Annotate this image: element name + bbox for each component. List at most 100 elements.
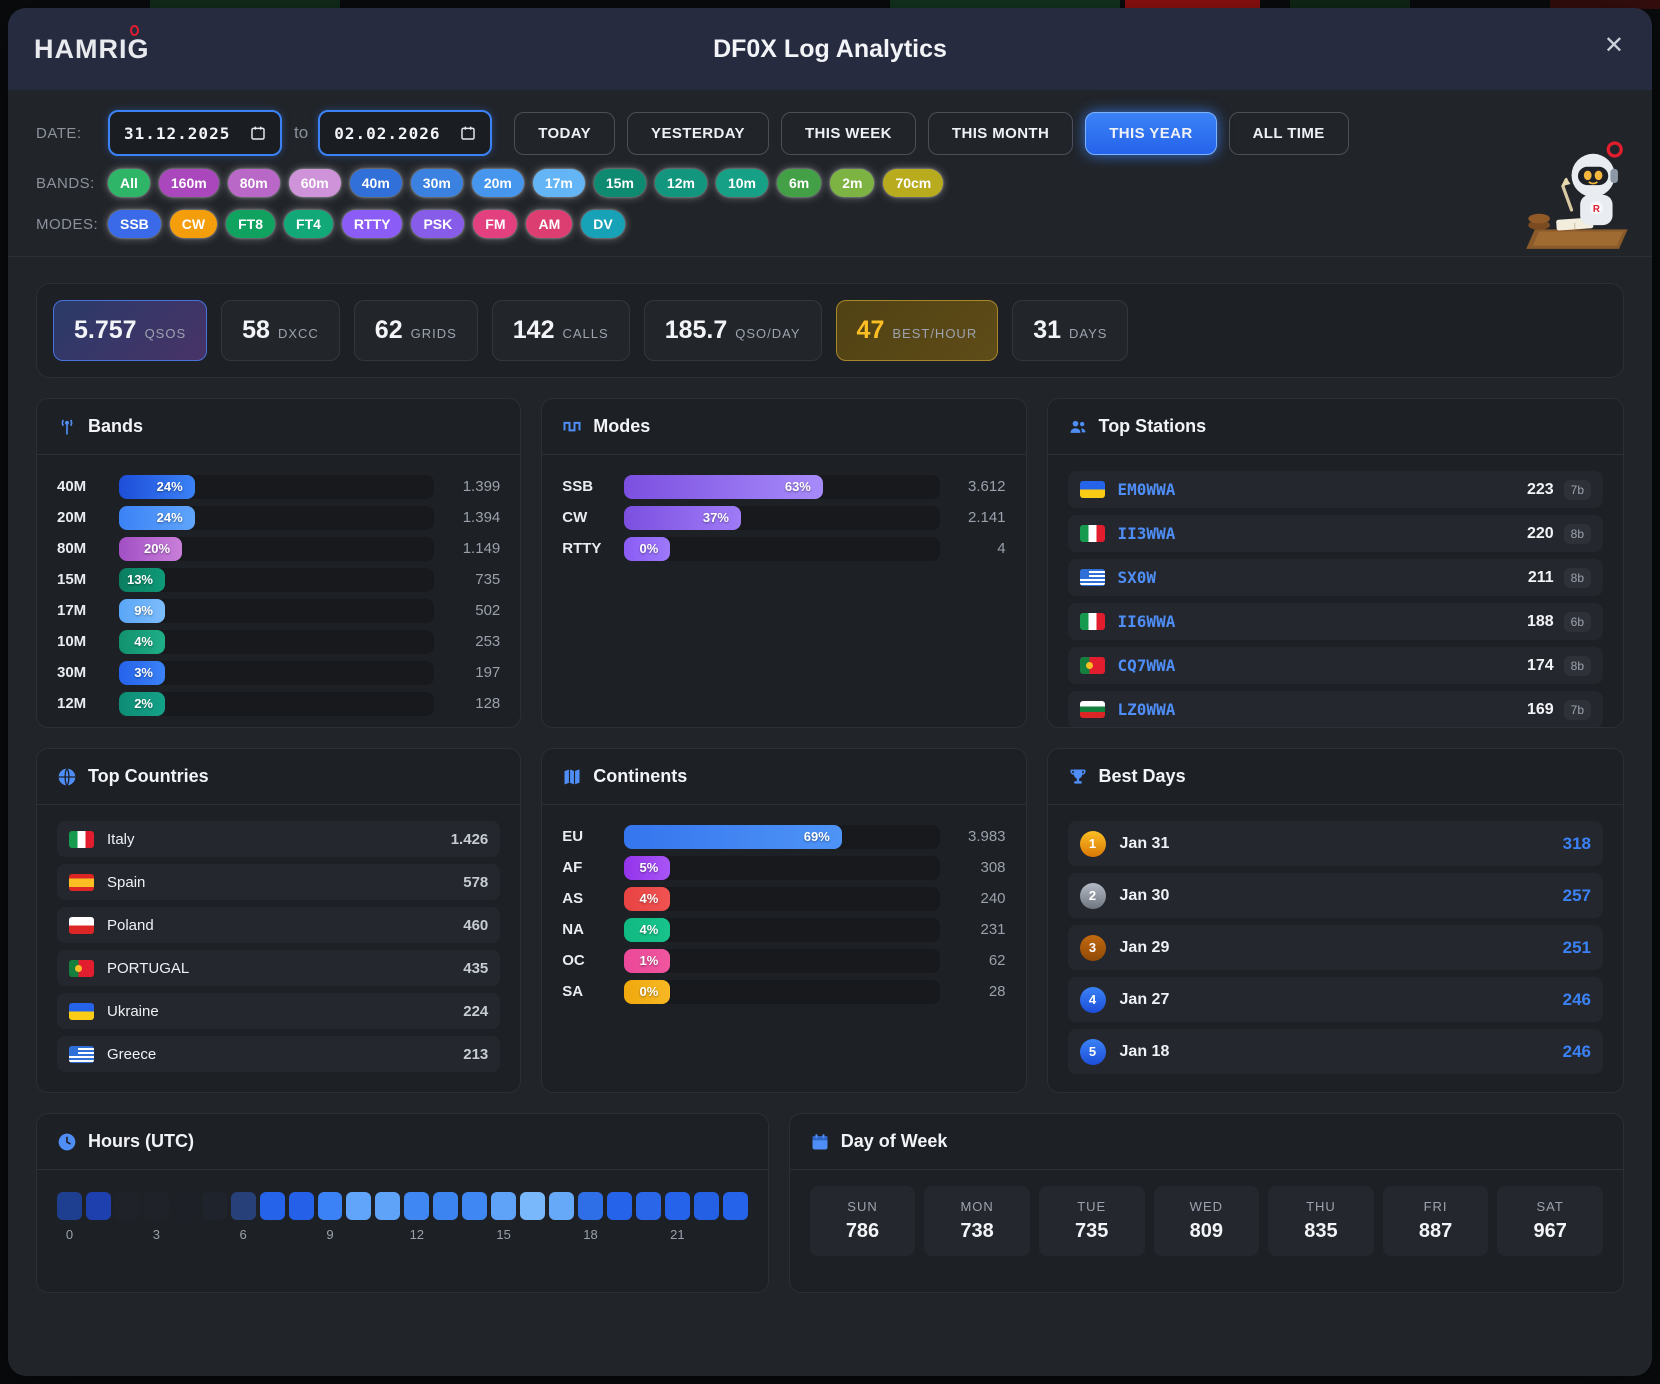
band-pill-10m[interactable]: 10m [715,169,768,197]
stat-best-hour[interactable]: 47 BEST/HOUR [835,300,999,361]
panel-title: Day of Week [840,1131,948,1151]
bar-track: 3% [119,660,435,685]
best-day-row: 5 Jan 18 246 [1067,1029,1603,1074]
bands-count-badge: 6b [1563,611,1591,632]
date-filter-row: DATE: to TODAY YESTERDAY THIS WEEK THIS … [36,110,1624,156]
hour-cell [693,1192,719,1220]
band-row: 17M 9% 502 [57,595,500,626]
panel-title: Modes [593,416,651,436]
country-row: Italy 1.426 [57,821,501,857]
rank-badge: 5 [1079,1038,1106,1065]
mode-pill-dv[interactable]: DV [581,210,625,238]
bands-count-badge: 8b [1563,655,1591,676]
mode-pill-ft4[interactable]: FT4 [284,210,333,238]
date-from-input[interactable] [124,123,242,143]
band-pill-70cm[interactable]: 70cm [883,169,944,197]
hour-cell [433,1192,459,1220]
band-pill-160m[interactable]: 160m [158,169,219,197]
country-row: Greece 213 [57,1036,501,1072]
stat-days[interactable]: 31 DAYS [1012,300,1129,361]
band-pill-6m[interactable]: 6m [776,169,822,197]
country-row: Poland 460 [57,907,501,943]
top-countries-panel: Top Countries Italy 1.426 Spain 578 Poland… [36,748,522,1093]
callsign-link[interactable]: EM0WWA [1117,480,1176,499]
bar-track: 24% [119,474,435,499]
filter-section: DATE: to TODAY YESTERDAY THIS WEEK THIS … [8,90,1652,257]
mode-pill-fm[interactable]: FM [473,210,518,238]
top-stations-panel: Top Stations EM0WWA 223 7b II3WWA 220 8b SX0… [1046,398,1624,728]
range-all-time-button[interactable]: ALL TIME [1228,111,1349,155]
mode-pill-cw[interactable]: CW [169,210,218,238]
range-this-month-button[interactable]: THIS MONTH [927,111,1074,155]
mode-pill-ft8[interactable]: FT8 [226,210,276,238]
hour-cell [172,1192,198,1220]
callsign-link[interactable]: SX0W [1117,568,1157,587]
flag-italy-icon [1079,525,1105,542]
band-pill-40m[interactable]: 40m [349,169,402,197]
mode-pill-rtty[interactable]: RTTY [341,210,403,238]
band-pill-20m[interactable]: 20m [471,169,524,197]
range-today-button[interactable]: TODAY [514,111,616,155]
dow-card: TUE 735 [1038,1186,1145,1256]
bar-fill: 1% [624,948,671,973]
mode-pill-ssb[interactable]: SSB [108,210,161,238]
bar-fill: 2% [119,691,165,716]
stat-calls[interactable]: 142 CALLS [491,300,630,361]
date-from-field[interactable] [108,110,282,156]
panel-title: Top Countries [88,766,209,786]
calendar-icon [812,1133,828,1149]
band-pill-17m[interactable]: 17m [532,169,585,197]
range-this-week-button[interactable]: THIS WEEK [780,111,916,155]
calendar-icon[interactable] [250,125,266,141]
date-to-field[interactable] [318,110,493,156]
bar-fill: 5% [624,855,671,880]
stat-grids[interactable]: 62 GRIDS [353,300,478,361]
band-pill-60m[interactable]: 60m [288,169,341,197]
date-to-input[interactable] [334,123,453,143]
rank-badge: 1 [1079,830,1106,857]
mode-pill-psk[interactable]: PSK [411,210,465,238]
hours-heatmap [57,1192,748,1220]
bar-fill: 9% [119,598,165,623]
band-pill-all[interactable]: All [108,169,150,197]
bar-fill: 24% [119,505,195,530]
bands-filter-row: BANDS: All 160m 80m 60m 40m 30m 20m 17m … [36,169,1624,197]
flag-greece-icon [69,1045,94,1063]
mode-pill-am[interactable]: AM [526,210,573,238]
callsign-link[interactable]: LZ0WWA [1117,700,1176,719]
hours-axis: 0 3 6 9 12 15 18 21 [65,1227,685,1242]
hour-cell [635,1192,661,1220]
rank-badge: 3 [1079,934,1106,961]
panel-title: Hours (UTC) [88,1131,194,1151]
band-pill-80m[interactable]: 80m [227,169,280,197]
band-row: 12M 2% 128 [57,688,500,719]
hour-cell [143,1192,169,1220]
bar-track: 9% [119,598,435,623]
bar-track: 1% [624,948,940,973]
stat-dxcc[interactable]: 58 DXCC [221,300,340,361]
range-this-year-button[interactable]: THIS YEAR [1085,111,1217,155]
band-pill-2m[interactable]: 2m [830,169,875,197]
calendar-icon[interactable] [460,125,476,141]
station-row: EM0WWA 223 7b [1067,471,1603,508]
range-yesterday-button[interactable]: YESTERDAY [627,111,769,155]
bar-track: 37% [624,505,940,530]
bar-fill: 13% [119,567,165,592]
stat-qsos[interactable]: 5.757 QSOS [53,300,208,361]
close-icon[interactable]: ✕ [1603,32,1624,59]
station-row: II6WWA 188 6b [1067,603,1603,640]
band-pill-15m[interactable]: 15m [593,169,646,197]
callsign-link[interactable]: II6WWA [1117,612,1176,631]
band-pill-12m[interactable]: 12m [654,169,707,197]
panel-title: Top Stations [1098,416,1207,436]
flag-greece-icon [1079,569,1105,586]
callsign-link[interactable]: II3WWA [1117,524,1176,543]
stat-qso-per-day[interactable]: 185.7 QSO/DAY [643,300,822,361]
hour-cell [317,1192,343,1220]
background-page-fragment [150,0,340,9]
callsign-link[interactable]: CQ7WWA [1117,656,1176,675]
continent-row: SA 0% 28 [562,976,1006,1007]
band-pill-30m[interactable]: 30m [410,169,463,197]
trophy-icon [1069,769,1086,784]
